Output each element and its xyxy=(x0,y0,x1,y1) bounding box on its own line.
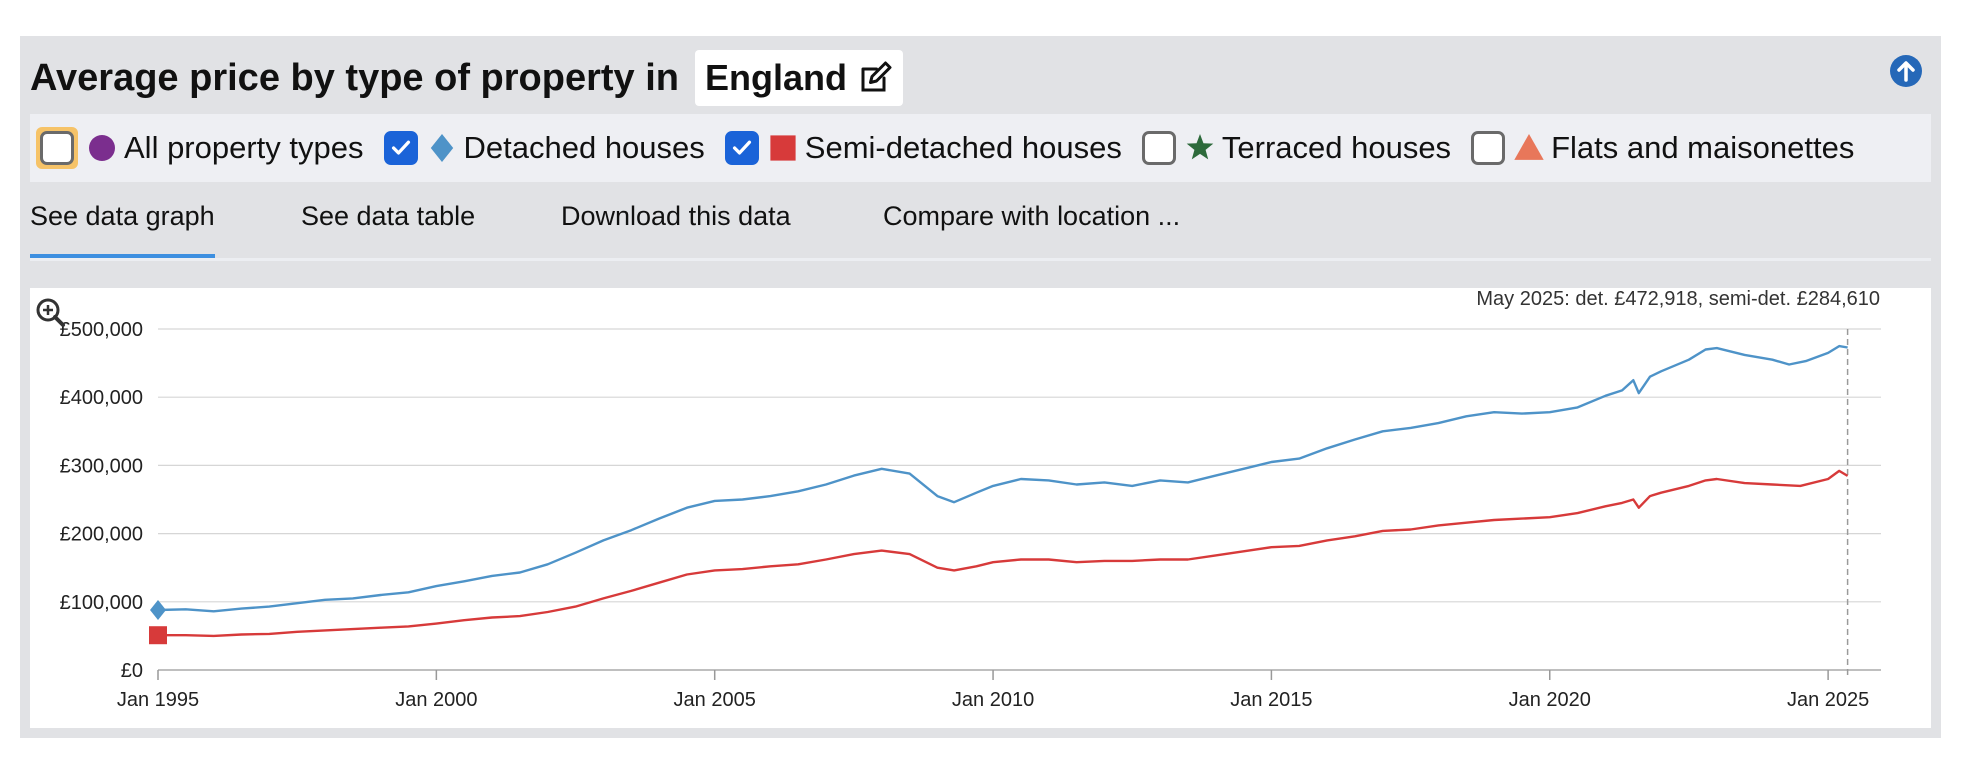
checkbox[interactable] xyxy=(724,131,759,165)
filter-terraced-houses[interactable]: Terraced houses xyxy=(1141,130,1452,166)
x-tick-label: Jan 1995 xyxy=(117,689,199,711)
x-tick-label: Jan 2010 xyxy=(952,689,1034,711)
tab-compare-with-location[interactable]: Compare with location ... xyxy=(883,201,1181,231)
tab-see-data-table[interactable]: See data table xyxy=(301,201,476,231)
y-tick-label: £200,000 xyxy=(60,524,143,546)
view-tabs: See data graph See data table Download thi… xyxy=(30,196,1931,261)
filter-flats-and-maisonettes[interactable]: Flats and maisonettes xyxy=(1471,130,1854,166)
checkbox[interactable] xyxy=(383,131,418,165)
series-start-marker xyxy=(149,626,167,645)
edit-icon[interactable] xyxy=(857,60,893,96)
arrow-up-circle-icon[interactable] xyxy=(1889,54,1923,88)
checkmark-icon xyxy=(732,140,751,155)
checkbox[interactable] xyxy=(1141,131,1176,165)
chart-area: £0 £100,000 £200,000 £300,000 £400,000 £500,0… xyxy=(30,288,1931,728)
y-tick-label: £0 xyxy=(121,660,143,682)
filter-label: Semi-detached houses xyxy=(804,130,1122,165)
triangle-icon xyxy=(1514,134,1544,160)
price-line-chart: £0 £100,000 £200,000 £300,000 £400,000 £500,0… xyxy=(36,288,1881,711)
diamond-icon xyxy=(430,134,453,162)
square-icon xyxy=(770,135,796,161)
filter-label: Flats and maisonettes xyxy=(1551,130,1855,165)
star-icon xyxy=(1186,134,1214,160)
checkmark-icon xyxy=(391,140,410,155)
filter-label: Terraced houses xyxy=(1221,130,1452,165)
focus-ring xyxy=(36,127,78,169)
location-name: England xyxy=(705,57,847,98)
y-tick-label: £100,000 xyxy=(60,592,143,614)
checkbox[interactable] xyxy=(1471,131,1506,165)
filter-semi-detached-houses[interactable]: Semi-detached houses xyxy=(724,130,1122,166)
page-title: Average price by type of property in xyxy=(30,56,679,99)
x-tick-label: Jan 2005 xyxy=(674,689,756,711)
chart-panel: Average price by type of property in Eng… xyxy=(20,36,1941,738)
property-type-filters: All property types Detached houses Semi-de… xyxy=(30,114,1931,182)
x-tick-label: Jan 2000 xyxy=(395,689,477,711)
filter-label: Detached houses xyxy=(463,130,705,165)
y-tick-label: £300,000 xyxy=(60,455,143,477)
x-tick-label: Jan 2025 xyxy=(1787,689,1869,711)
zoom-in-icon[interactable] xyxy=(36,298,65,327)
y-tick-label: £500,000 xyxy=(60,319,143,341)
tab-download-this-data[interactable]: Download this data xyxy=(561,201,791,231)
y-tick-label: £400,000 xyxy=(60,387,143,409)
checkbox[interactable] xyxy=(40,131,74,165)
series-start-marker xyxy=(150,599,166,620)
filter-label: All property types xyxy=(124,130,364,165)
filter-detached-houses[interactable]: Detached houses xyxy=(383,130,705,166)
x-tick-label: Jan 2020 xyxy=(1509,689,1591,711)
hover-tooltip: May 2025: det. £472,918, semi-det. £284,… xyxy=(1476,288,1880,310)
series-line-detached-houses[interactable] xyxy=(157,344,1848,613)
circle-icon xyxy=(89,135,115,161)
series-line-semi-detached-houses[interactable] xyxy=(158,469,1849,638)
tab-see-data-graph[interactable]: See data graph xyxy=(30,196,215,258)
x-tick-label: Jan 2015 xyxy=(1230,689,1312,711)
title-row: Average price by type of property in Eng… xyxy=(30,50,903,106)
filter-all-property-types[interactable]: All property types xyxy=(30,127,364,169)
location-selector[interactable]: England xyxy=(695,50,903,106)
